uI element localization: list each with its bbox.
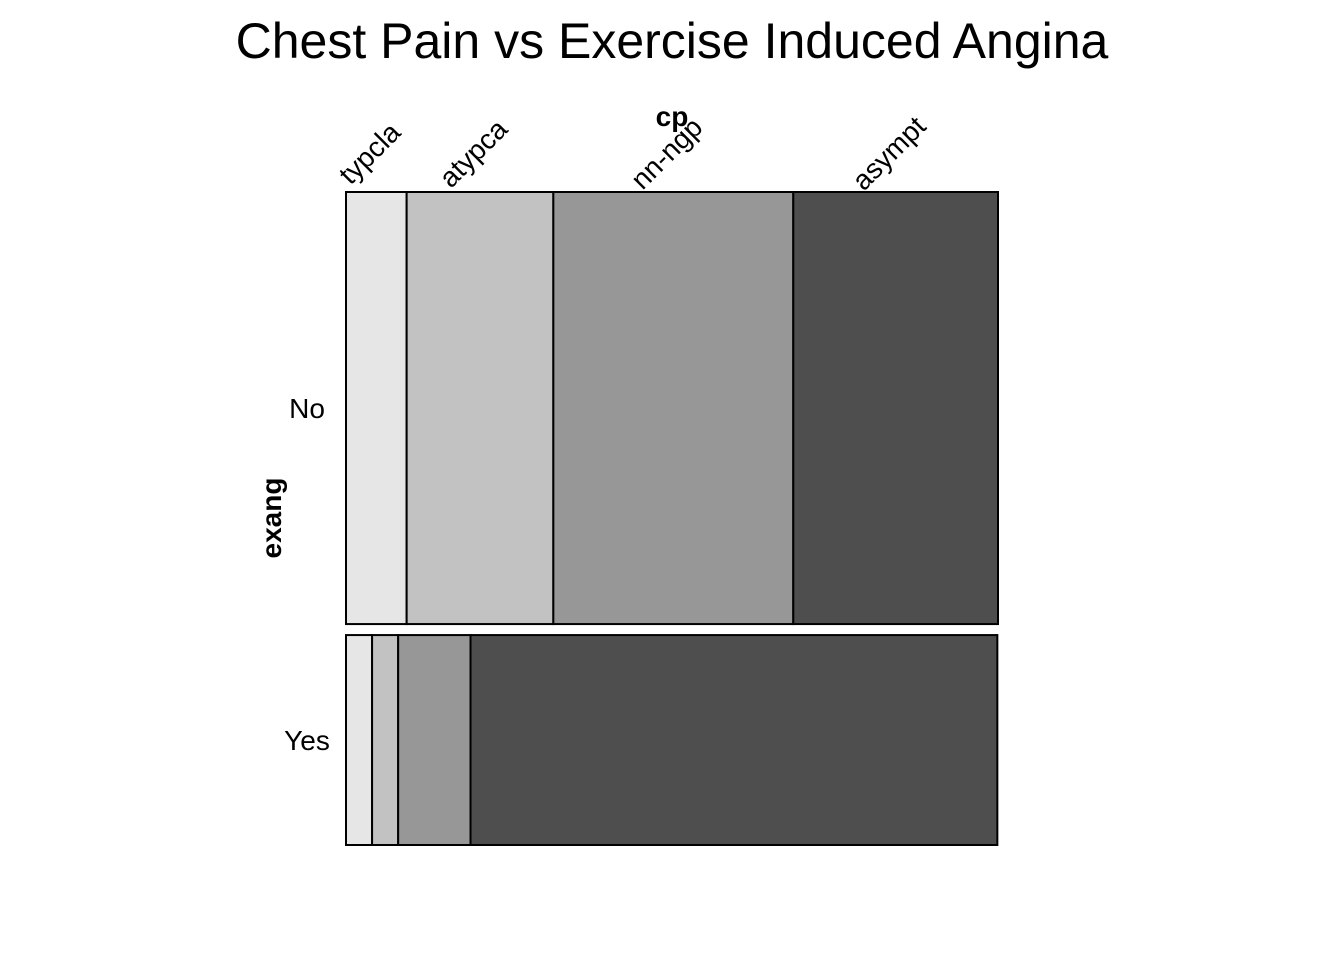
y-axis-title: exang <box>256 478 287 559</box>
y-tick-label-yes: Yes <box>284 725 330 756</box>
mosaic-tiles <box>345 191 1000 846</box>
y-tick-label-no: No <box>289 393 325 424</box>
x-axis-title: cp <box>656 101 689 132</box>
x-tick-label-typcla: typcla <box>333 116 407 190</box>
tile-no-nn-ngp <box>552 191 795 626</box>
x-tick-label-atypca: atypca <box>433 113 514 194</box>
tile-yes-typcla <box>345 634 374 846</box>
tile-no-atypca <box>405 191 555 626</box>
y-tick-labels: No Yes <box>284 393 330 756</box>
chart-title: Chest Pain vs Exercise Induced Angina <box>236 13 1109 69</box>
tile-no-asympt <box>792 191 1000 626</box>
x-tick-label-asympt: asympt <box>846 110 932 196</box>
tile-no-typcla <box>345 191 408 626</box>
tile-yes-nn-ngp <box>397 634 472 846</box>
x-tick-labels: typcla atypca nn-ngp asympt <box>333 110 932 196</box>
tile-yes-asympt <box>469 634 999 846</box>
tile-yes-atypca <box>371 634 400 846</box>
